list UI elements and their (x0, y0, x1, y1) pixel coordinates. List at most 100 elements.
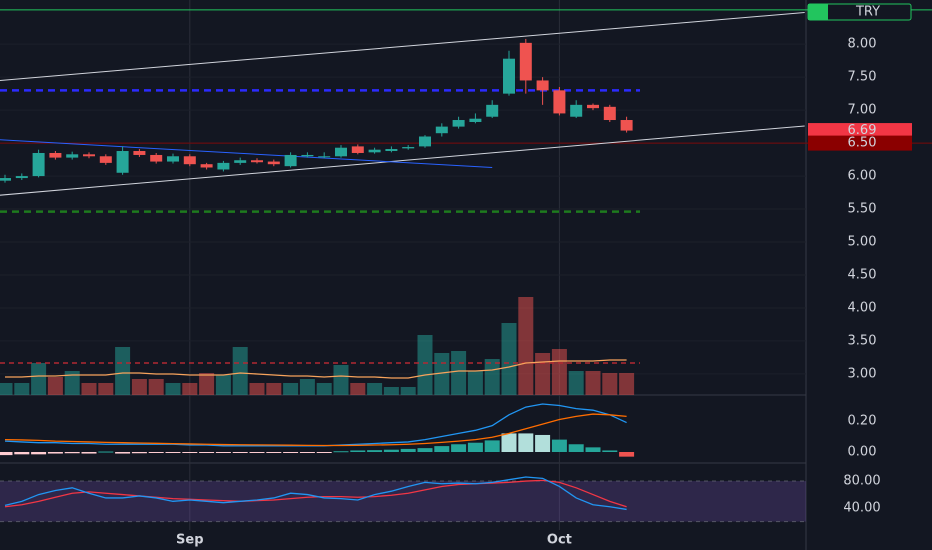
macd-tick-label: 0.20 (848, 414, 877, 429)
volume-ma (5, 359, 627, 379)
candle-body (503, 58, 515, 94)
macd-hist (535, 434, 551, 453)
candle-body (335, 147, 347, 157)
macd-hist (131, 452, 147, 454)
candle-body (419, 136, 431, 147)
macd-hist (619, 452, 635, 457)
macd-hist (484, 440, 500, 453)
candle-body (553, 90, 566, 114)
y-tick-label: 8.00 (848, 37, 877, 52)
macd-hist (434, 446, 450, 453)
volume-bar (451, 351, 467, 395)
volume-bar (14, 383, 30, 395)
macd-hist (266, 452, 282, 454)
volume-bar (350, 383, 366, 395)
candle-body (351, 146, 364, 153)
macd-hist (31, 452, 47, 455)
volume-bar (131, 379, 147, 395)
y-tick-label: 7.00 (848, 103, 877, 118)
volume-bar (484, 359, 500, 395)
macd-hist (283, 452, 299, 454)
price-label: 6.69 (848, 123, 877, 138)
currency-badge-accent (808, 4, 828, 20)
y-tick-label: 3.50 (848, 333, 877, 348)
volume-bar (64, 371, 80, 395)
volume-bar (266, 383, 282, 395)
y-tick-label: 7.50 (848, 70, 877, 85)
volume-bar (199, 373, 215, 395)
candle-body (284, 154, 297, 167)
macd-hist (367, 450, 383, 453)
macd-hist (518, 433, 534, 453)
volume-bar (283, 383, 299, 395)
macd-hist (400, 448, 416, 453)
candle-body (452, 120, 465, 127)
candle-body (116, 151, 129, 173)
candle-body (251, 160, 263, 163)
volume-bar (316, 383, 332, 395)
candle-body (167, 156, 179, 162)
candle-body (0, 178, 11, 181)
volume-bar (501, 323, 517, 395)
candle-body (469, 118, 482, 122)
volume-bar (619, 373, 635, 395)
macd-hist (451, 444, 467, 453)
volume-bar (518, 297, 534, 395)
macd-hist (199, 452, 215, 454)
candle-body (620, 120, 633, 131)
candle-body (435, 126, 448, 134)
rsi-tick-label: 40.00 (843, 501, 880, 516)
volume-bar (551, 349, 567, 395)
volume-bar (602, 373, 618, 395)
trendline (0, 12, 805, 81)
macd-hist (551, 439, 567, 453)
macd-tick-label: 0.00 (848, 445, 877, 460)
volume-bar (333, 365, 349, 395)
y-tick-label: 5.00 (848, 235, 877, 250)
candle-body (99, 156, 112, 163)
macd-hist (333, 451, 349, 453)
macd-hist (98, 451, 114, 453)
volume-bar (165, 383, 181, 395)
macd-hist (350, 450, 366, 453)
x-tick-label: Sep (176, 533, 204, 548)
volume-bar (585, 371, 601, 395)
candle-body (570, 104, 583, 117)
volume-bar (182, 383, 198, 395)
volume-bar (299, 379, 315, 395)
x-tick-label: Oct (547, 533, 572, 548)
candle-body (217, 162, 230, 170)
candle-body (385, 149, 398, 152)
price-label: 6.50 (848, 136, 877, 151)
macd-hist (64, 452, 80, 454)
y-tick-label: 4.50 (848, 267, 877, 282)
candle-body (200, 164, 213, 168)
volume-bar (367, 383, 383, 395)
rsi-tick-label: 80.00 (843, 474, 880, 489)
volume-bar (383, 387, 399, 395)
macd-hist (467, 442, 483, 453)
candle-body (301, 154, 314, 157)
candle-body (234, 160, 247, 163)
candle-body (318, 156, 331, 158)
macd-hist (585, 447, 601, 453)
candle-body (133, 151, 146, 155)
macd-hist (165, 452, 181, 454)
macd-hist (215, 452, 231, 454)
volume-bar (467, 371, 483, 395)
y-tick-label: 5.50 (848, 202, 877, 217)
candle-body (267, 161, 280, 165)
candle-body (368, 149, 381, 153)
volume-bar (31, 363, 47, 395)
volume-bar (417, 335, 433, 395)
y-tick-label: 3.00 (848, 366, 877, 381)
macd-hist (14, 452, 30, 455)
candle-body (603, 106, 616, 121)
volume-bar (98, 383, 114, 395)
candle-body (66, 154, 79, 158)
volume-bar (232, 347, 248, 395)
signal-line (4, 413, 627, 447)
candle-body (402, 147, 415, 149)
volume-bar (568, 371, 584, 395)
